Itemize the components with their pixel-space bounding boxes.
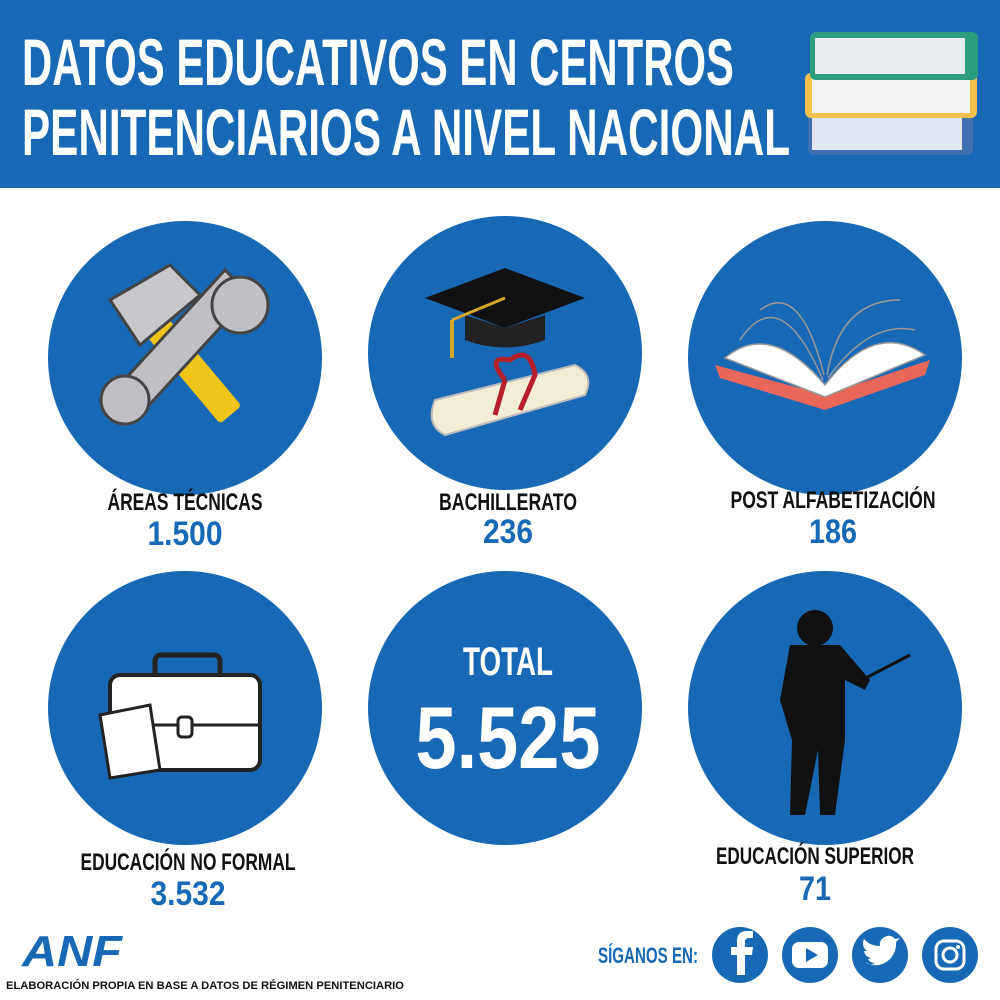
total-label: TOTAL (463, 640, 553, 684)
instagram-icon[interactable] (922, 927, 978, 983)
item-label: BACHILLERATO (439, 489, 577, 516)
follow-label: SÍGANOS EN: (598, 943, 698, 968)
logo: ANF (21, 927, 123, 976)
item-value: 71 (799, 870, 831, 908)
tools-icon (99, 263, 270, 426)
item-value: 3.532 (151, 875, 226, 913)
briefcase-icon (98, 652, 262, 780)
graduation-icon (425, 268, 590, 437)
item-value: 186 (809, 513, 857, 551)
social-icons (712, 927, 978, 983)
item-value: 1.500 (148, 515, 223, 553)
item-label: EDUCACIÓN SUPERIOR (716, 842, 914, 870)
circle (368, 571, 642, 845)
total-value: 5.525 (416, 688, 601, 787)
item-label: EDUCACIÓN NO FORMAL (81, 848, 296, 876)
circle (368, 216, 642, 490)
circle (688, 221, 962, 495)
book-icon (715, 299, 930, 410)
title-line: PENITENCIARIOS A NIVEL NACIONAL (22, 95, 790, 169)
title-line: DATOS EDUCATIVOS EN CENTROS (22, 25, 734, 99)
source-note: ELABORACIÓN PROPIA EN BASE A DATOS DE RÉ… (6, 979, 404, 992)
item-value: 236 (483, 513, 533, 551)
item-label: POST ALFABETIZACIÓN (731, 486, 936, 514)
books-icon (805, 32, 978, 155)
teacher-icon (780, 610, 911, 815)
item-label: ÁREAS TÉCNICAS (108, 488, 263, 516)
